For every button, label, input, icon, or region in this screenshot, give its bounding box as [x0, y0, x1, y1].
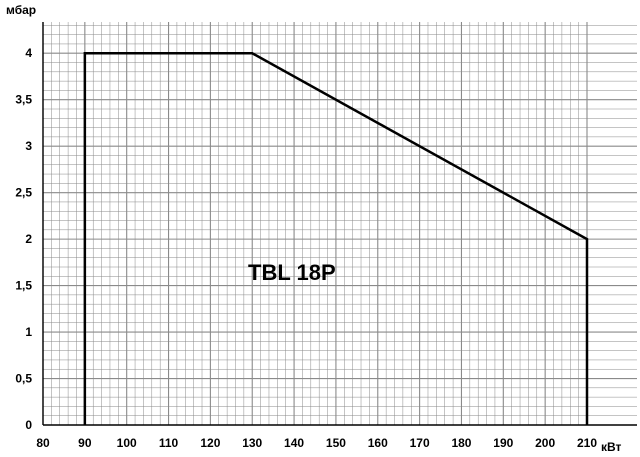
x-axis-label: кВт — [601, 440, 622, 454]
chart-title: TBL 18P — [248, 260, 336, 285]
y-tick-label: 0,5 — [15, 372, 32, 386]
x-tick-label: 210 — [577, 436, 597, 450]
x-tick-label: 150 — [326, 436, 346, 450]
axes — [42, 22, 637, 426]
x-tick-label: 110 — [159, 436, 179, 450]
y-tick-label: 3 — [25, 139, 32, 153]
x-tick-label: 170 — [410, 436, 430, 450]
x-tick-labels: 80 90 100 110 120 130 140 150 160 170 180 190 200 210 — [36, 436, 597, 450]
x-tick-label: 140 — [284, 436, 304, 450]
x-tick-label: 130 — [242, 436, 262, 450]
series-group — [83, 51, 589, 425]
x-tick-label: 90 — [78, 436, 92, 450]
y-tick-label: 2,5 — [15, 186, 32, 200]
y-tick-label: 2 — [25, 232, 32, 246]
series-line — [83, 51, 589, 425]
y-tick-label: 3,5 — [15, 93, 32, 107]
y-tick-label: 1,5 — [15, 279, 32, 293]
y-tick-label: 0 — [25, 418, 32, 432]
y-axis-label: мбар — [6, 3, 36, 17]
x-tick-label: 80 — [36, 436, 50, 450]
grid — [42, 22, 637, 426]
y-tick-labels: 0 0,5 1 1,5 2 2,5 3 3,5 4 — [15, 46, 32, 432]
x-tick-label: 100 — [117, 436, 137, 450]
x-tick-label: 120 — [200, 436, 220, 450]
y-tick-label: 4 — [25, 46, 32, 60]
x-tick-label: 190 — [493, 436, 513, 450]
x-tick-label: 200 — [535, 436, 555, 450]
x-tick-label: 180 — [451, 436, 471, 450]
y-tick-label: 1 — [25, 325, 32, 339]
x-tick-label: 160 — [368, 436, 388, 450]
